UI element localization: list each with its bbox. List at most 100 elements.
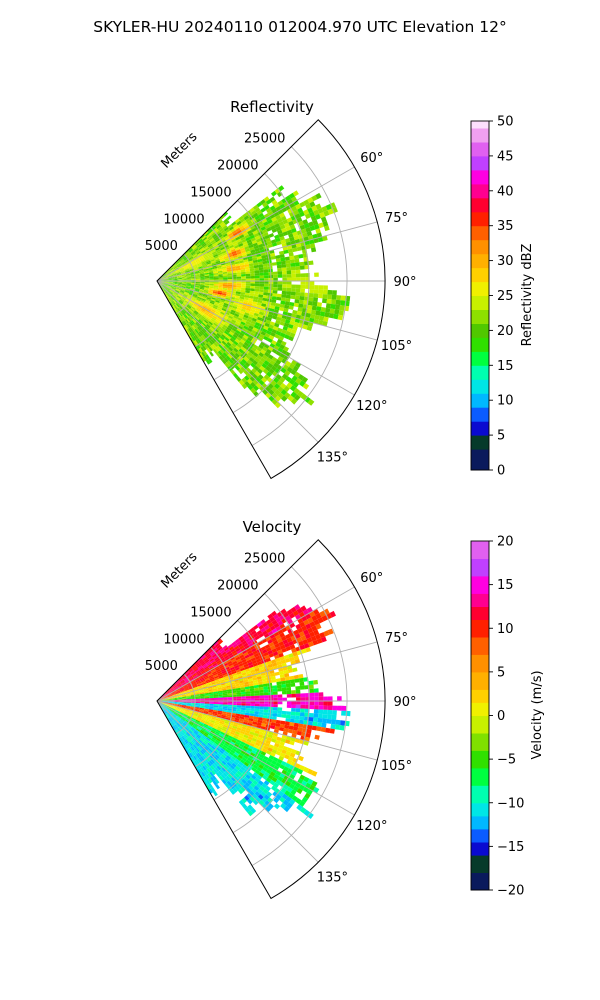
field-cell [175,290,180,293]
field-cell [295,203,302,210]
field-cell [273,697,278,701]
field-cell [234,244,240,249]
field-cell [173,305,178,310]
field-cell [186,743,191,748]
field-cell [308,717,314,722]
field-cell [187,254,192,259]
field-cell [246,779,253,785]
field-cell [206,682,212,685]
field-cell [192,295,197,299]
field-cell [215,729,221,734]
field-cell [223,777,229,783]
field-cell [168,281,173,283]
field-cell [250,774,257,780]
field-cell [171,287,176,291]
field-cell [243,259,249,263]
field-cell [252,230,258,235]
field-cell [185,273,191,275]
field-cell [172,702,178,704]
field-cell [233,760,239,766]
field-cell [248,244,254,249]
field-cell [172,714,177,718]
field-cell [181,283,187,285]
field-cell [202,243,207,248]
field-cell [165,270,170,274]
field-cell [264,698,269,701]
field-cell [324,312,330,318]
field-cell [163,703,168,706]
field-cell [163,703,168,706]
field-cell [201,717,207,720]
field-cell [208,346,213,352]
field-cell [280,239,286,245]
field-cell [275,226,282,232]
field-cell [263,780,270,786]
field-cell [174,267,179,271]
field-cell [179,268,185,272]
field-cell [236,705,242,708]
field-cell [279,752,286,758]
field-cell [180,288,186,291]
azimuth-tick-label: 120° [356,819,387,834]
field-cell [253,391,260,398]
field-cell [273,362,280,369]
field-cell [191,726,196,731]
field-cell [256,201,263,208]
field-cell [339,725,345,731]
field-cell [195,276,201,278]
field-cell [185,672,190,676]
colorbar-segment [471,281,489,296]
field-cell [227,281,233,283]
field-cell [189,301,194,305]
field-cell [186,252,191,257]
field-cell [200,702,205,704]
field-cell [298,723,304,728]
field-cell [283,728,289,733]
field-cell [227,773,233,779]
field-cell [269,205,276,211]
field-cell [279,656,285,661]
field-cell [171,692,176,695]
field-cell [225,715,231,719]
field-cell [169,710,174,714]
field-cell [252,373,258,380]
field-cell [207,322,212,327]
field-cell [181,706,186,708]
field-cell [246,640,253,645]
field-cell [201,655,207,660]
field-cell [199,330,205,335]
field-cell [195,679,201,683]
field-cell [214,312,220,317]
field-cell [240,269,246,273]
field-cell [188,730,193,734]
field-cell [259,689,264,693]
field-cell [245,367,252,373]
field-cell [199,659,204,664]
field-cell [204,301,210,305]
field-cell [245,290,250,294]
field-cell [246,792,253,799]
field-cell [209,721,215,725]
field-cell [186,274,191,277]
field-cell [186,738,190,743]
field-cell [234,751,240,757]
field-cell [256,676,262,680]
field-cell [177,699,183,701]
reflectivity-radial-axis-label: Meters [159,129,201,171]
field-cell [238,761,244,767]
field-cell [251,368,257,374]
field-cell [270,225,276,230]
field-cell [254,777,261,783]
field-cell [240,227,246,232]
field-cell [294,678,300,683]
field-cell [258,314,264,319]
field-cell [239,743,245,748]
field-cell [199,257,205,261]
field-cell [220,731,225,736]
field-cell [217,226,223,231]
field-cell [224,782,230,788]
field-cell [272,287,278,291]
field-cell [169,296,173,301]
field-cell [288,363,295,370]
